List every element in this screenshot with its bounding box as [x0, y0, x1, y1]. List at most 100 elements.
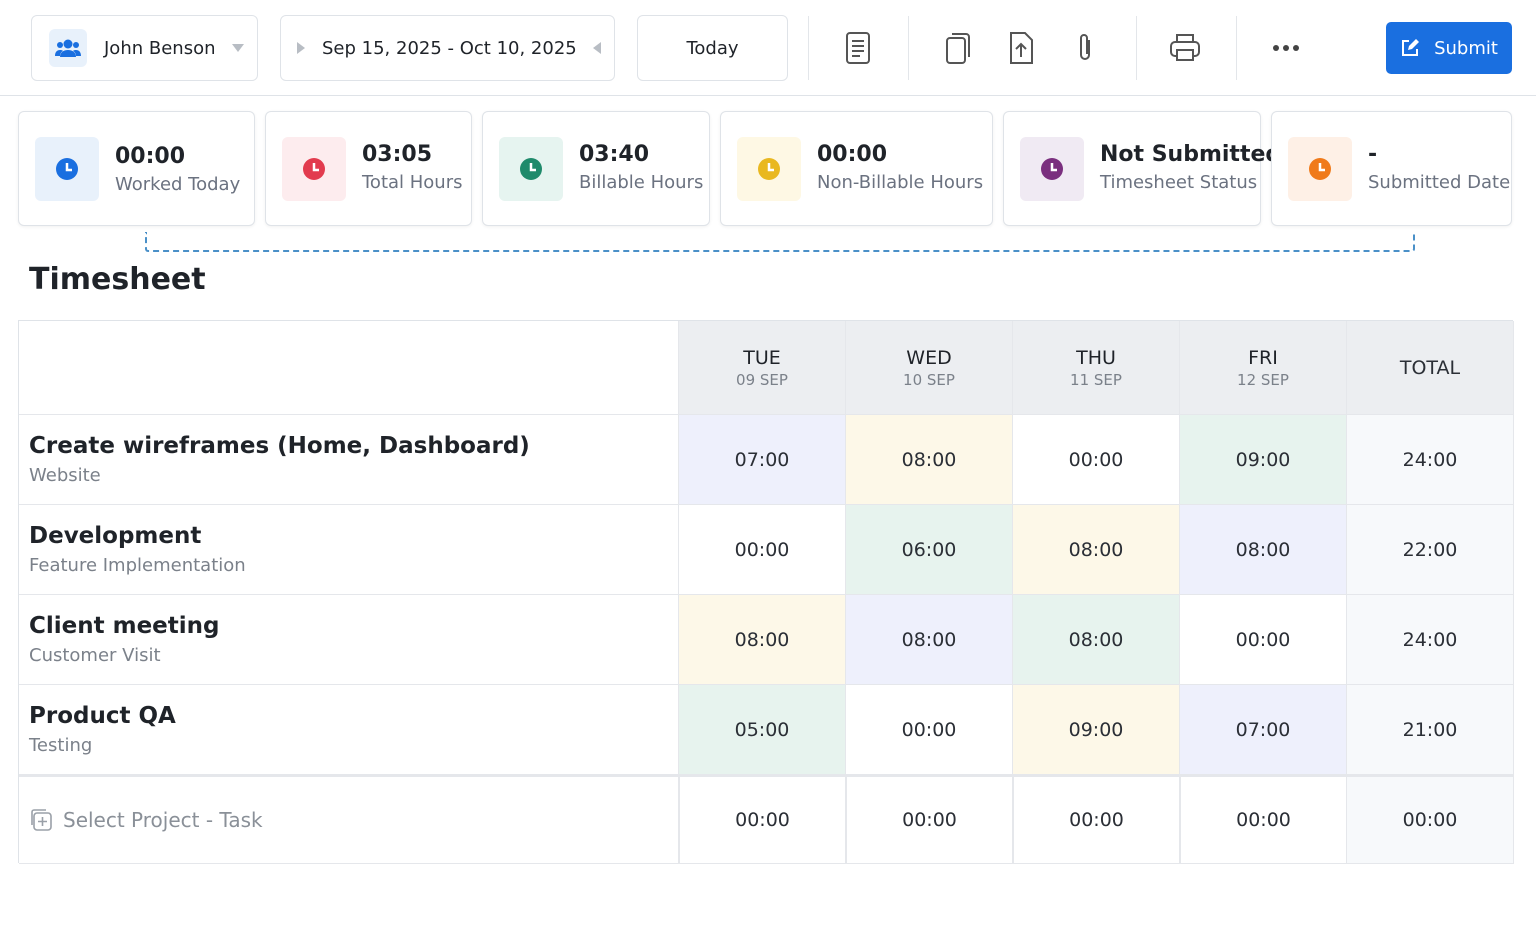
stat-glyph — [303, 158, 325, 180]
date-range-text: Sep 15, 2025 - Oct 10, 2025 — [322, 37, 577, 59]
stat-card: 00:00 Worked Today — [18, 111, 255, 226]
stat-glyph — [1309, 158, 1331, 180]
more-icon[interactable] — [1268, 30, 1304, 66]
submit-label: Submit — [1434, 37, 1498, 59]
hours-cell[interactable]: 08:00 — [846, 415, 1013, 505]
user-icon — [49, 29, 87, 67]
task-cell: Product QA Testing — [19, 685, 679, 775]
day-name: THU — [1076, 346, 1116, 369]
task-name: Development — [29, 523, 202, 549]
stat-value: 00:00 — [817, 142, 888, 167]
copy-icon[interactable] — [940, 30, 976, 66]
row-total-value: 24:00 — [1402, 628, 1458, 651]
separator — [1136, 16, 1137, 80]
row-total: 21:00 — [1347, 685, 1514, 775]
hours-cell[interactable]: 07:00 — [679, 415, 846, 505]
day-header: WED 10 SEP — [846, 321, 1013, 415]
row-total-value: 21:00 — [1402, 718, 1458, 741]
stat-value: 00:00 — [115, 144, 186, 169]
stat-card: Not Submitted Timesheet Status — [1003, 111, 1281, 226]
total-header: TOTAL — [1347, 321, 1514, 415]
hours-cell[interactable]: 00:00 — [1180, 595, 1347, 685]
day-header: FRI 12 SEP — [1180, 321, 1347, 415]
header-cell — [19, 321, 679, 415]
stat-label: Total Hours — [362, 172, 463, 193]
hours-value: 00:00 — [901, 718, 957, 741]
print-icon[interactable] — [1167, 30, 1203, 66]
hours-cell[interactable]: 08:00 — [1013, 595, 1180, 685]
new-hours-value: 00:00 — [1236, 809, 1291, 831]
row-total: 22:00 — [1347, 505, 1514, 595]
project-name: Customer Visit — [29, 645, 161, 666]
new-hours-cell[interactable]: 00:00 — [1013, 775, 1180, 864]
dropdown-caret — [231, 44, 244, 52]
notes-icon[interactable] — [840, 30, 876, 66]
separator — [908, 16, 909, 80]
day-date: 10 SEP — [903, 370, 955, 389]
hours-cell[interactable]: 08:00 — [1013, 505, 1180, 595]
user-select[interactable]: John Benson — [31, 15, 258, 81]
hours-value: 00:00 — [1235, 628, 1291, 651]
hours-cell[interactable]: 09:00 — [1180, 415, 1347, 505]
hours-cell[interactable]: 08:00 — [1180, 505, 1347, 595]
hours-cell[interactable]: 05:00 — [679, 685, 846, 775]
hours-cell[interactable]: 09:00 — [1013, 685, 1180, 775]
stat-card: 03:40 Billable Hours — [482, 111, 710, 226]
attach-icon[interactable] — [1067, 30, 1103, 66]
toolbar — [0, 0, 1536, 96]
hours-cell[interactable]: 00:00 — [846, 685, 1013, 775]
day-header: TUE 09 SEP — [679, 321, 846, 415]
row-total-value: 24:00 — [1402, 448, 1458, 471]
next-arrow[interactable] — [592, 42, 601, 54]
day-name: WED — [906, 346, 952, 369]
stat-label: Billable Hours — [579, 172, 704, 193]
timesheet-title: Timesheet — [29, 262, 206, 297]
separator — [1236, 16, 1237, 80]
hours-value: 07:00 — [734, 448, 790, 471]
task-cell: Create wireframes (Home, Dashboard) Websi… — [19, 415, 679, 505]
select-task-placeholder: Select Project - Task — [63, 808, 263, 832]
project-name: Feature Implementation — [29, 555, 246, 576]
hours-cell[interactable]: 08:00 — [846, 595, 1013, 685]
hours-value: 08:00 — [734, 628, 790, 651]
hours-value: 00:00 — [1068, 448, 1124, 471]
task-name: Client meeting — [29, 613, 220, 639]
new-hours-cell[interactable]: 00:00 — [846, 775, 1013, 864]
today-button[interactable]: Today — [637, 15, 788, 81]
hours-cell[interactable]: 00:00 — [1013, 415, 1180, 505]
prev-arrow[interactable] — [297, 42, 305, 54]
stat-card: 00:00 Non-Billable Hours — [720, 111, 993, 226]
stat-label: Submitted Date — [1368, 172, 1511, 193]
task-info: Create wireframes (Home, Dashboard) Websi… — [29, 433, 530, 486]
new-hours-cell[interactable]: 00:00 — [679, 775, 846, 864]
timesheet-table: TUE 09 SEP WED 10 SEP THU 11 SEP FRI 12 SEP TOTA… — [18, 320, 1514, 864]
select-task-cell[interactable]: Select Project - Task — [19, 775, 679, 864]
hours-cell[interactable]: 06:00 — [846, 505, 1013, 595]
day-date: 12 SEP — [1237, 370, 1289, 389]
submit-button[interactable]: Submit — [1386, 22, 1512, 74]
task-info: Client meeting Customer Visit — [29, 613, 220, 666]
hours-cell[interactable]: 08:00 — [679, 595, 846, 685]
task-cell: Development Feature Implementation — [19, 505, 679, 595]
hours-value: 08:00 — [1068, 538, 1124, 561]
row-total-value: 22:00 — [1402, 538, 1458, 561]
stat-glyph — [56, 158, 78, 180]
project-name: Website — [29, 465, 101, 486]
new-hours-value: 00:00 — [735, 809, 790, 831]
stat-icon — [1020, 137, 1084, 201]
task-name: Product QA — [29, 703, 176, 729]
today-label: Today — [686, 37, 739, 59]
stat-label: Non-Billable Hours — [817, 172, 984, 193]
project-name: Testing — [29, 735, 93, 756]
stat-icon — [737, 137, 801, 201]
submit-icon — [1402, 39, 1420, 56]
new-hours-cell[interactable]: 00:00 — [1180, 775, 1347, 864]
upload-icon[interactable] — [1003, 30, 1039, 66]
row-total: 24:00 — [1347, 415, 1514, 505]
day-name: TUE — [743, 346, 781, 369]
stat-card: - Submitted Date — [1271, 111, 1512, 226]
hours-cell[interactable]: 07:00 — [1180, 685, 1347, 775]
date-range[interactable]: Sep 15, 2025 - Oct 10, 2025 — [280, 15, 615, 81]
hours-cell[interactable]: 00:00 — [679, 505, 846, 595]
hours-value: 05:00 — [734, 718, 790, 741]
